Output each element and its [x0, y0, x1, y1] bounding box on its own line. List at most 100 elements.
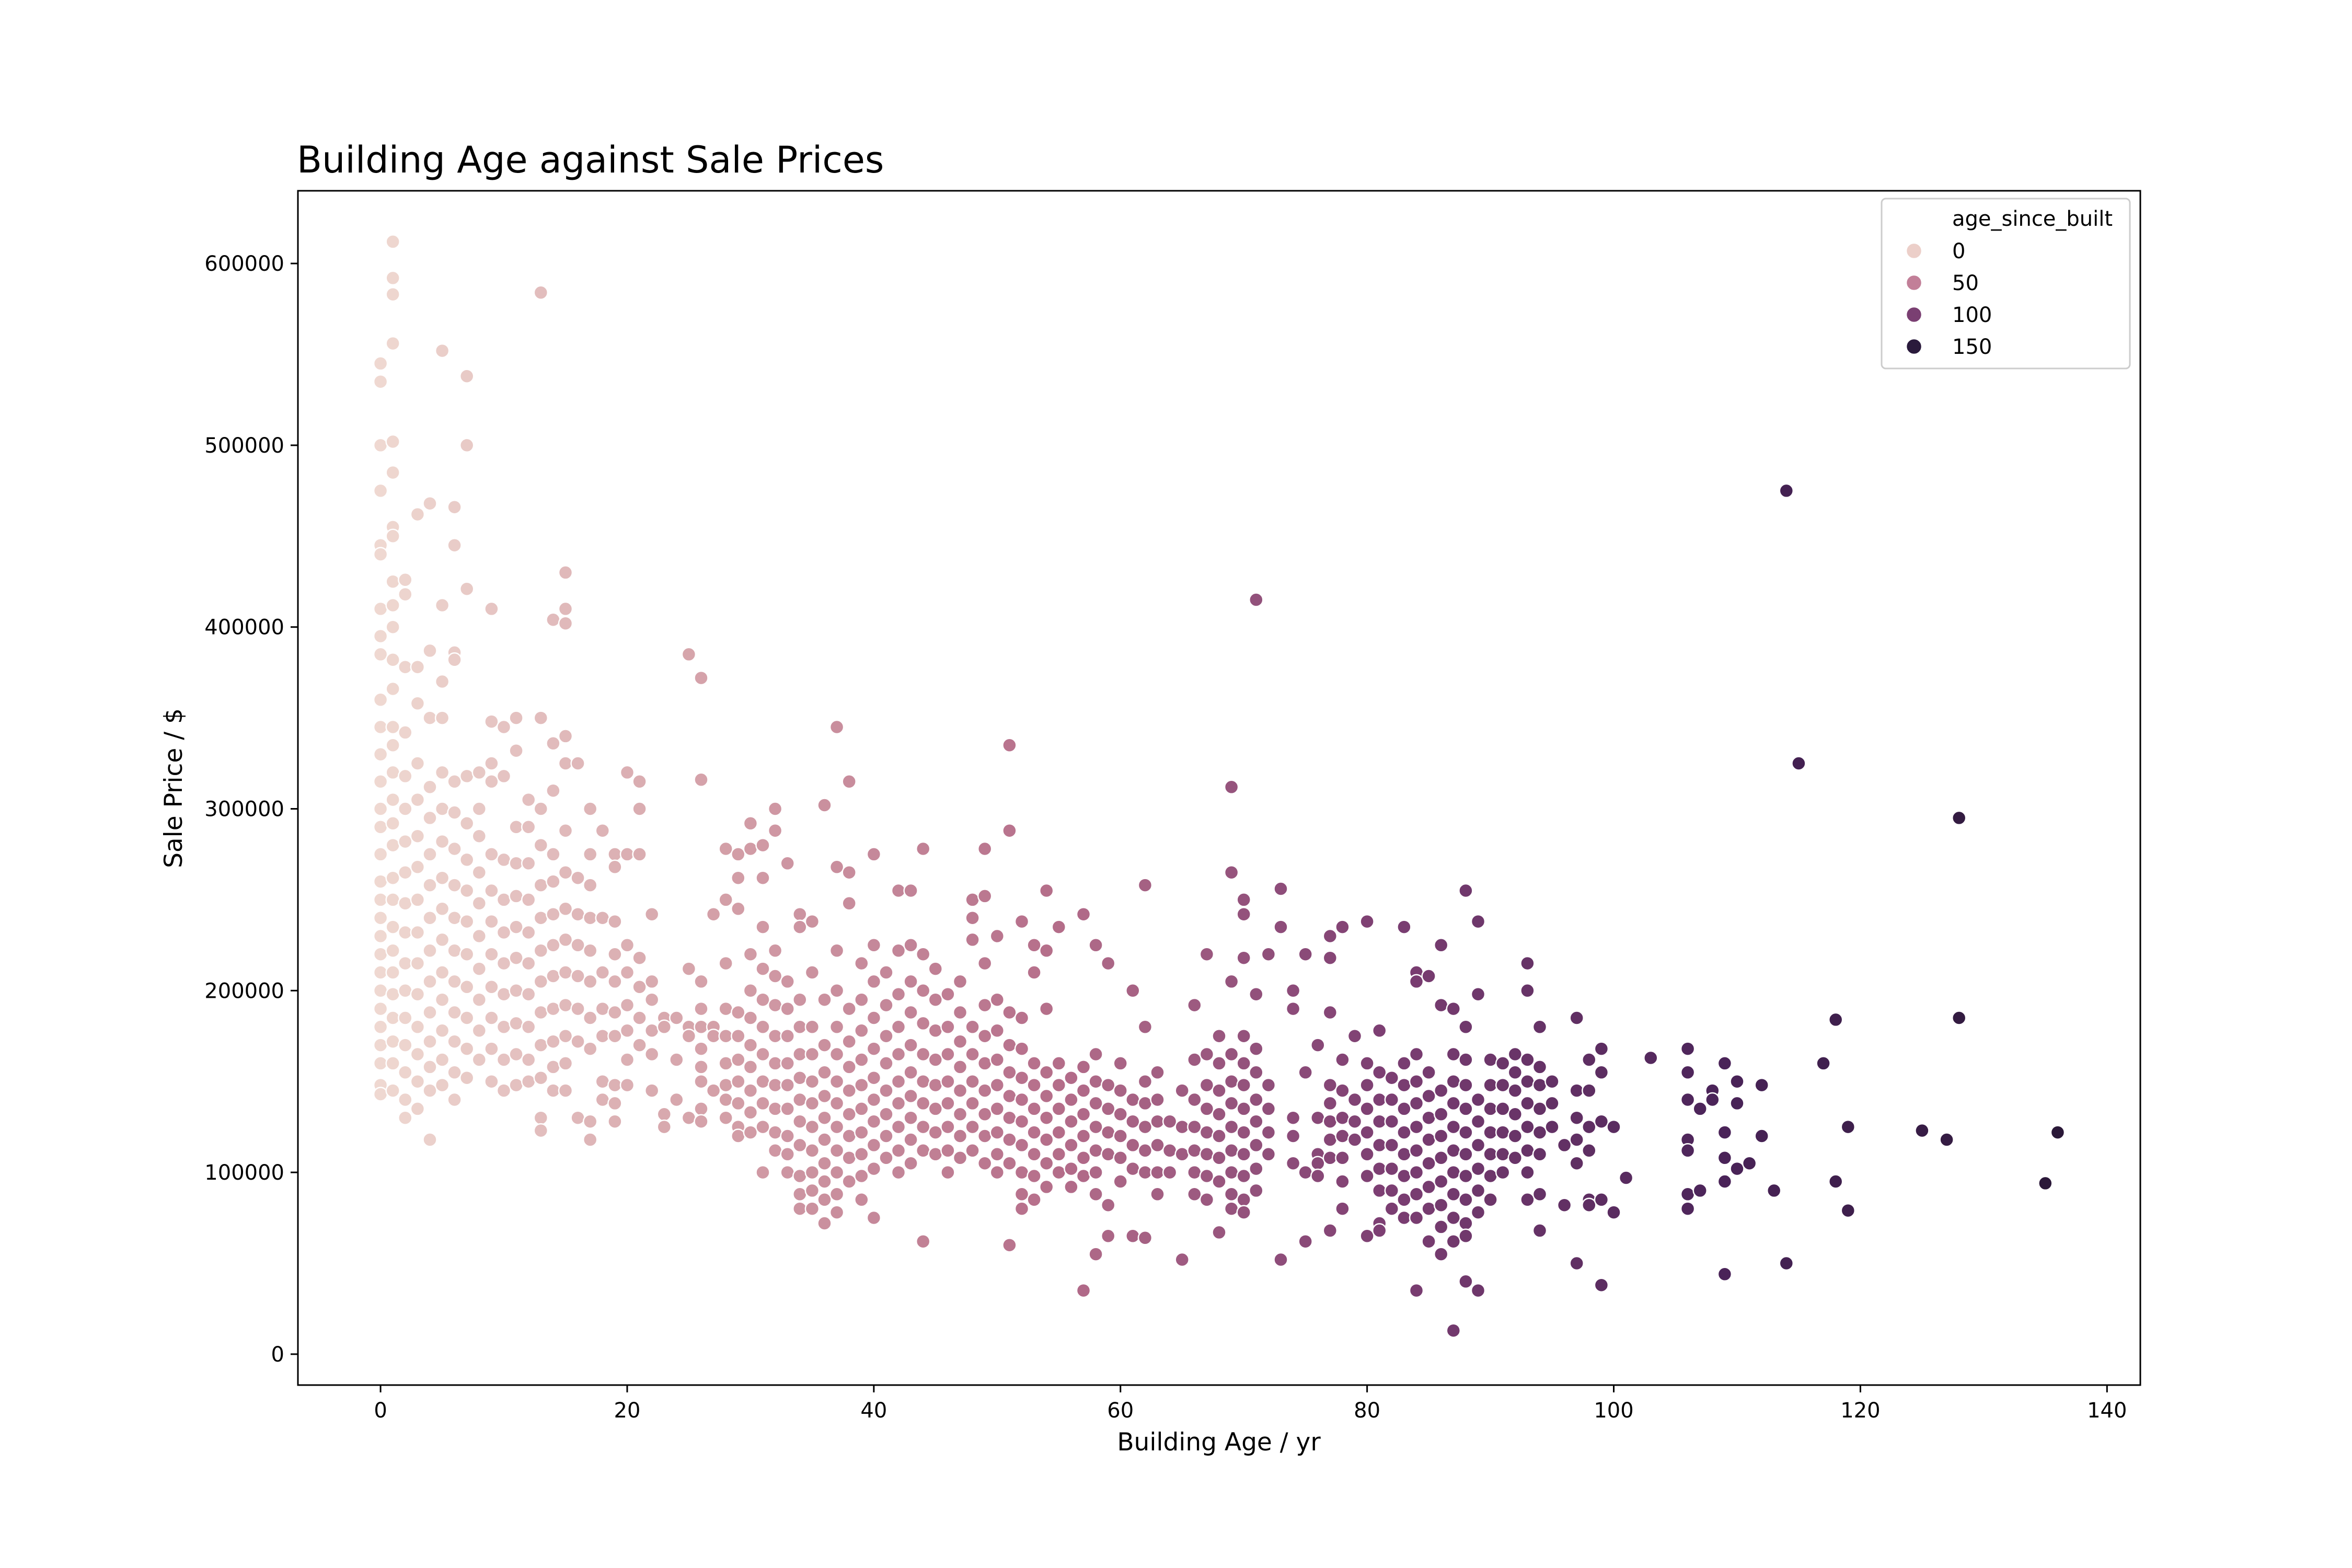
data-point: [1174, 1083, 1190, 1098]
data-point: [373, 892, 388, 907]
data-point: [977, 1028, 993, 1044]
data-point: [385, 870, 400, 885]
data-point: [669, 1010, 684, 1025]
data-point: [632, 1037, 647, 1053]
data-point: [1409, 1165, 1424, 1180]
data-point: [1520, 1119, 1535, 1135]
data-point: [1421, 969, 1436, 984]
data-point: [755, 961, 770, 976]
data-point: [792, 1092, 808, 1108]
data-point: [767, 1056, 783, 1071]
data-point: [767, 1028, 783, 1044]
x-axis-label: Building Age / yr: [1117, 1428, 1321, 1457]
data-point: [1397, 1168, 1412, 1184]
data-point: [866, 974, 882, 989]
legend-entries: 0 50 100 150: [1905, 239, 1992, 359]
data-point: [780, 1028, 795, 1044]
data-point: [410, 1019, 425, 1035]
data-point: [915, 1046, 931, 1062]
data-point: [385, 286, 400, 302]
data-point: [1470, 1283, 1486, 1298]
data-point: [1174, 1147, 1190, 1162]
data-point: [1409, 1074, 1424, 1089]
data-point: [731, 1052, 746, 1067]
data-point: [1483, 1192, 1498, 1207]
data-point: [965, 892, 980, 907]
data-point: [767, 1125, 783, 1140]
data-point: [509, 1016, 524, 1031]
data-point: [1125, 1092, 1140, 1108]
data-point: [1458, 1101, 1473, 1116]
data-point: [385, 765, 400, 780]
data-point: [780, 1077, 795, 1093]
data-point: [632, 847, 647, 862]
data-point: [804, 1201, 820, 1216]
data-point: [681, 1110, 697, 1125]
data-point: [1594, 1065, 1609, 1080]
data-point: [743, 983, 758, 998]
data-point: [434, 674, 450, 689]
data-point: [829, 1186, 845, 1202]
data-point: [780, 1165, 795, 1180]
data-point: [731, 1028, 746, 1044]
data-point: [1507, 1046, 1523, 1062]
data-point: [1433, 1174, 1449, 1189]
data-point: [1692, 1101, 1708, 1116]
data-point: [1915, 1123, 1930, 1138]
data-point: [1347, 1092, 1363, 1108]
data-point: [1483, 1147, 1498, 1162]
data-point: [928, 992, 943, 1007]
data-point: [619, 1023, 635, 1039]
data-point: [1285, 1001, 1301, 1017]
data-point: [1397, 1125, 1412, 1140]
data-point: [1236, 1147, 1251, 1162]
data-point: [447, 1005, 462, 1020]
data-point: [854, 992, 869, 1007]
data-point: [1409, 974, 1424, 989]
data-point: [471, 961, 487, 976]
data-point: [521, 955, 536, 971]
data-point: [1236, 1192, 1251, 1207]
data-point: [1495, 1077, 1511, 1093]
data-point: [546, 783, 561, 798]
data-point: [1335, 1201, 1350, 1216]
data-point: [718, 1077, 733, 1093]
data-point: [1717, 1266, 1733, 1282]
legend-box: [1881, 198, 2131, 370]
data-point: [1027, 938, 1042, 953]
data-point: [1680, 1092, 1696, 1108]
data-point: [718, 1056, 733, 1071]
data-point: [484, 714, 499, 729]
data-point: [1162, 1165, 1178, 1180]
data-point: [952, 1083, 968, 1098]
data-point: [1359, 1056, 1375, 1071]
legend-marker: [1905, 274, 1923, 292]
data-point: [669, 1052, 684, 1067]
data-point: [1951, 1010, 1967, 1025]
data-point: [817, 1174, 832, 1189]
data-point: [718, 1092, 733, 1108]
data-point: [780, 1056, 795, 1071]
data-point: [1224, 1046, 1239, 1062]
data-point: [434, 965, 450, 980]
data-point: [509, 1077, 524, 1093]
data-point: [1039, 1065, 1054, 1080]
x-axis: 0 20 40 60 80 100 120 140: [374, 1385, 2127, 1423]
data-point: [496, 1019, 512, 1035]
data-point: [879, 1128, 894, 1144]
data-point: [570, 756, 585, 771]
data-point: [533, 285, 549, 301]
data-point: [373, 692, 388, 708]
data-point: [866, 1210, 882, 1226]
data-point: [447, 943, 462, 959]
data-point: [422, 974, 437, 989]
data-point: [1125, 1228, 1140, 1244]
data-point: [977, 1106, 993, 1122]
data-point: [373, 1056, 388, 1071]
data-point: [1433, 938, 1449, 953]
data-point: [1322, 1096, 1338, 1111]
x-tick-label: 100: [1594, 1399, 1633, 1423]
data-point: [928, 1052, 943, 1067]
data-point: [952, 1106, 968, 1122]
data-point: [1002, 1088, 1017, 1104]
